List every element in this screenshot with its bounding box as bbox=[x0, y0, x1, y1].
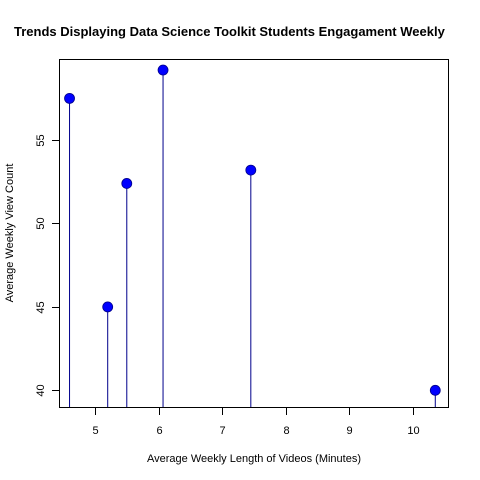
x-tick-label: 10 bbox=[407, 425, 419, 437]
data-point bbox=[429, 384, 441, 396]
x-tick-label: 9 bbox=[346, 425, 352, 437]
y-tick-label: 45 bbox=[35, 301, 47, 313]
data-point bbox=[157, 64, 169, 76]
chart-title: Trends Displaying Data Science Toolkit S… bbox=[14, 24, 446, 39]
x-axis-label: Average Weekly Length of Videos (Minutes… bbox=[147, 453, 361, 465]
data-point bbox=[245, 164, 257, 176]
x-axis: 5 6 7 8 9 10 bbox=[92, 408, 420, 437]
plot-frame bbox=[59, 59, 449, 408]
x-tick-label: 8 bbox=[283, 425, 289, 437]
data-point bbox=[121, 178, 133, 189]
y-axis: 40 45 50 55 bbox=[35, 134, 60, 397]
x-tick-label: 7 bbox=[219, 425, 225, 437]
data-marks bbox=[64, 64, 441, 407]
y-tick-label: 50 bbox=[35, 217, 47, 229]
y-tick-label: 55 bbox=[35, 134, 47, 146]
data-point bbox=[64, 92, 75, 104]
x-tick-label: 6 bbox=[156, 425, 162, 437]
y-axis-label: Average Weekly View Count bbox=[4, 164, 16, 303]
data-point bbox=[102, 301, 114, 313]
x-tick-label: 5 bbox=[92, 425, 98, 437]
y-tick-label: 40 bbox=[35, 384, 47, 396]
